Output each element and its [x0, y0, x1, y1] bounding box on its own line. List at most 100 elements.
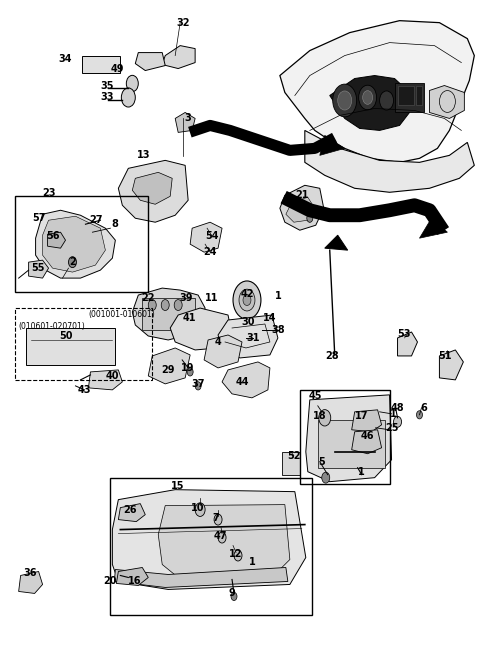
Bar	[15, 196, 148, 292]
Circle shape	[218, 532, 226, 543]
Circle shape	[161, 300, 169, 310]
Bar	[395, 83, 424, 112]
Text: 1: 1	[249, 556, 255, 567]
Text: 42: 42	[240, 289, 254, 299]
Polygon shape	[88, 370, 122, 390]
Text: 38: 38	[271, 325, 285, 335]
Text: 19: 19	[181, 363, 195, 373]
Text: 11: 11	[205, 293, 219, 303]
Text: 14: 14	[263, 313, 276, 323]
Polygon shape	[306, 395, 392, 482]
Polygon shape	[204, 335, 242, 368]
Circle shape	[195, 502, 205, 516]
Polygon shape	[170, 308, 232, 350]
Circle shape	[69, 256, 76, 268]
Circle shape	[187, 368, 193, 376]
Circle shape	[233, 281, 261, 319]
Circle shape	[148, 300, 156, 310]
Text: 46: 46	[361, 431, 374, 441]
Text: 7: 7	[213, 512, 219, 523]
Circle shape	[121, 88, 135, 107]
Circle shape	[234, 550, 242, 561]
Polygon shape	[48, 232, 65, 248]
Polygon shape	[397, 332, 418, 356]
Bar	[397, 85, 415, 106]
Polygon shape	[325, 236, 348, 250]
Text: 33: 33	[101, 92, 114, 102]
Text: 21: 21	[295, 190, 309, 200]
Circle shape	[394, 417, 402, 427]
Polygon shape	[112, 489, 306, 590]
Text: 29: 29	[161, 365, 175, 375]
Circle shape	[417, 411, 422, 419]
Bar	[318, 420, 384, 468]
Polygon shape	[352, 410, 382, 432]
Text: 53: 53	[397, 329, 410, 339]
Polygon shape	[280, 20, 474, 162]
Text: 16: 16	[128, 577, 141, 586]
Polygon shape	[320, 135, 345, 155]
Circle shape	[338, 91, 352, 110]
Text: 13: 13	[136, 150, 150, 160]
Text: 27: 27	[90, 215, 103, 225]
Bar	[417, 85, 422, 106]
Polygon shape	[119, 160, 188, 222]
Polygon shape	[175, 112, 195, 133]
Text: 26: 26	[123, 504, 137, 514]
Text: 50: 50	[59, 331, 72, 341]
Bar	[83, 56, 120, 73]
Text: 17: 17	[355, 411, 368, 420]
Text: 47: 47	[213, 531, 227, 541]
Polygon shape	[29, 260, 48, 278]
Polygon shape	[280, 185, 324, 230]
Text: 1: 1	[275, 291, 281, 301]
Text: 49: 49	[110, 64, 124, 73]
Circle shape	[359, 85, 377, 110]
Circle shape	[214, 514, 222, 525]
Text: 43: 43	[78, 385, 91, 395]
Circle shape	[195, 382, 201, 390]
Polygon shape	[352, 430, 382, 454]
Polygon shape	[330, 75, 409, 131]
Circle shape	[307, 214, 313, 222]
Polygon shape	[162, 46, 195, 68]
Circle shape	[322, 472, 330, 483]
Text: 44: 44	[235, 377, 249, 387]
Text: 34: 34	[59, 54, 72, 64]
Bar	[25, 328, 115, 365]
Text: (010601-020701): (010601-020701)	[19, 321, 85, 331]
Polygon shape	[148, 348, 190, 384]
Text: 28: 28	[325, 351, 338, 361]
Polygon shape	[430, 85, 464, 119]
Circle shape	[231, 592, 237, 600]
Polygon shape	[222, 362, 270, 398]
Polygon shape	[158, 504, 290, 577]
Polygon shape	[286, 197, 315, 222]
Text: 57: 57	[32, 213, 45, 223]
Circle shape	[174, 300, 182, 310]
Polygon shape	[19, 571, 43, 594]
Polygon shape	[116, 567, 148, 585]
Bar	[142, 298, 195, 330]
Text: (001001-010601): (001001-010601)	[88, 310, 155, 319]
Polygon shape	[132, 288, 205, 340]
Text: 41: 41	[182, 313, 196, 323]
Text: 1: 1	[358, 466, 365, 477]
Polygon shape	[190, 222, 222, 252]
Text: 1: 1	[390, 409, 397, 419]
Text: 35: 35	[101, 81, 114, 91]
Text: 56: 56	[46, 231, 60, 241]
Text: 25: 25	[385, 422, 398, 433]
Polygon shape	[114, 567, 288, 588]
Text: 30: 30	[241, 317, 255, 327]
Text: 51: 51	[439, 351, 452, 361]
Text: 6: 6	[420, 403, 427, 413]
Polygon shape	[119, 504, 145, 522]
Text: 37: 37	[192, 379, 205, 389]
Circle shape	[239, 289, 255, 311]
Text: 22: 22	[142, 293, 155, 303]
Circle shape	[243, 295, 251, 306]
Text: 20: 20	[104, 577, 117, 586]
Text: 23: 23	[42, 188, 55, 198]
Bar	[282, 452, 300, 475]
